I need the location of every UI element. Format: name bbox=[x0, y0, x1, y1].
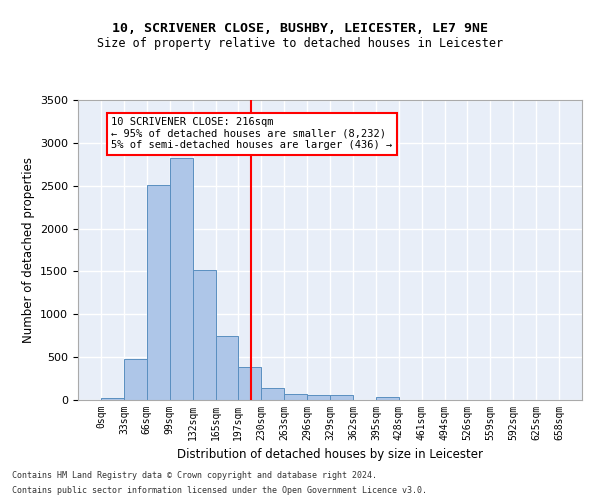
Bar bbox=[216, 336, 238, 400]
X-axis label: Distribution of detached houses by size in Leicester: Distribution of detached houses by size … bbox=[177, 448, 483, 462]
Text: Size of property relative to detached houses in Leicester: Size of property relative to detached ho… bbox=[97, 38, 503, 51]
Text: 10, SCRIVENER CLOSE, BUSHBY, LEICESTER, LE7 9NE: 10, SCRIVENER CLOSE, BUSHBY, LEICESTER, … bbox=[112, 22, 488, 36]
Text: 10 SCRIVENER CLOSE: 216sqm
← 95% of detached houses are smaller (8,232)
5% of se: 10 SCRIVENER CLOSE: 216sqm ← 95% of deta… bbox=[112, 117, 392, 150]
Bar bbox=[238, 366, 261, 400]
Bar bbox=[307, 396, 330, 400]
Bar bbox=[284, 394, 307, 400]
Bar bbox=[376, 398, 399, 400]
Bar bbox=[124, 359, 147, 400]
Text: Contains public sector information licensed under the Open Government Licence v3: Contains public sector information licen… bbox=[12, 486, 427, 495]
Bar bbox=[170, 158, 193, 400]
Bar bbox=[261, 388, 284, 400]
Bar bbox=[330, 396, 353, 400]
Bar bbox=[147, 185, 170, 400]
Y-axis label: Number of detached properties: Number of detached properties bbox=[22, 157, 35, 343]
Bar bbox=[101, 398, 124, 400]
Text: Contains HM Land Registry data © Crown copyright and database right 2024.: Contains HM Land Registry data © Crown c… bbox=[12, 471, 377, 480]
Bar bbox=[193, 270, 216, 400]
